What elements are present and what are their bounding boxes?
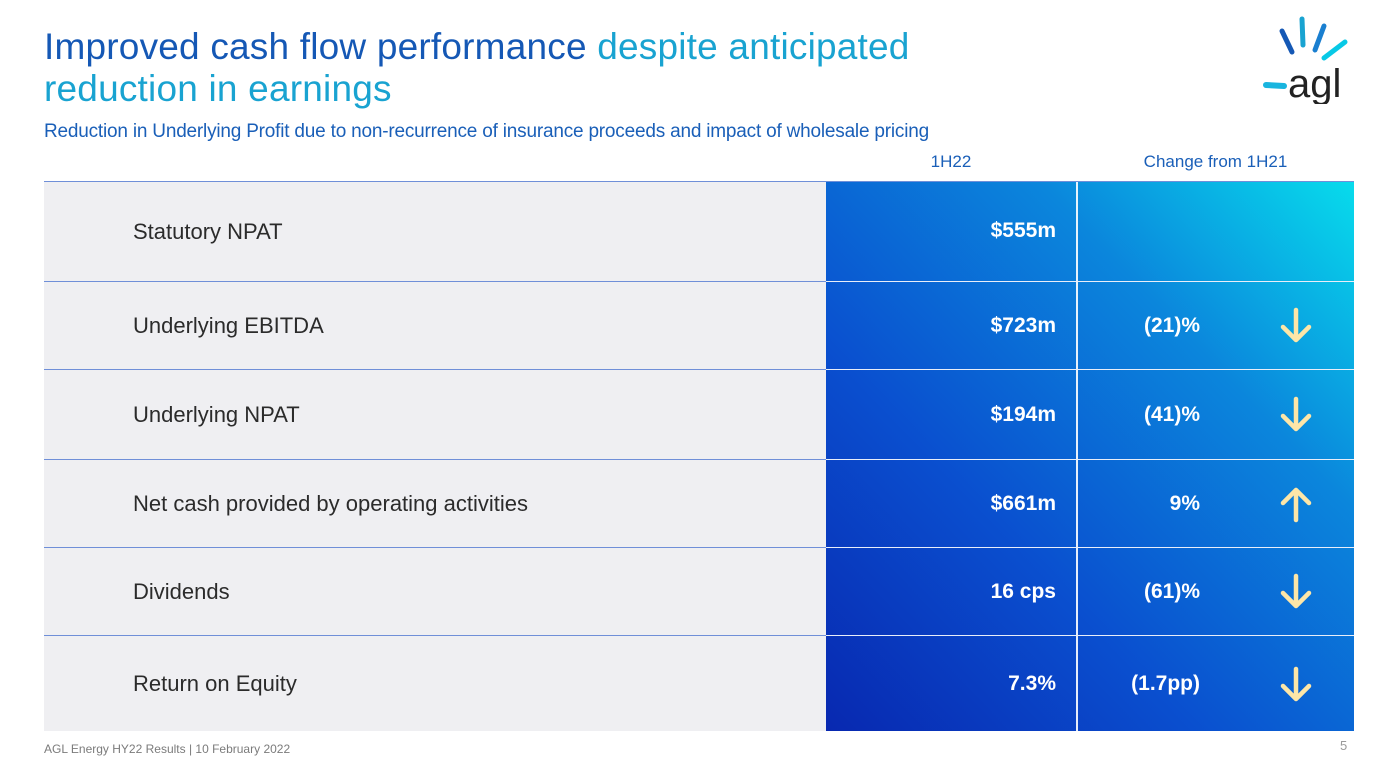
row-divider [44, 547, 1354, 548]
arrow-up-icon [1280, 487, 1312, 523]
column-header-1h22: 1H22 [930, 152, 972, 171]
row-label: Statutory NPAT [133, 219, 283, 244]
table-value-pane [826, 181, 1354, 731]
table-row: Underlying NPAT $194m (41)% [44, 369, 1354, 459]
arrow-down-icon [1280, 307, 1312, 343]
row-change: (41)% [1143, 403, 1200, 426]
arrow-down-icon [1280, 666, 1312, 702]
title-part-dark: Improved cash flow performance [44, 26, 587, 67]
agl-logo-icon: agl [1263, 16, 1348, 106]
arrow-down-icon [1280, 396, 1312, 432]
row-value: $194m [990, 403, 1056, 426]
footer-text: AGL Energy HY22 Results | 10 February 20… [44, 742, 291, 756]
row-divider [44, 459, 1354, 460]
row-value: 7.3% [1008, 672, 1056, 695]
table-row: Statutory NPAT $555m [44, 181, 1354, 281]
column-header-change: Change from 1H21 [1143, 152, 1288, 171]
table-row: Return on Equity 7.3% (1.7pp) [44, 635, 1354, 731]
table-label-pane [44, 181, 826, 731]
table-row: Dividends 16 cps (61)% [44, 547, 1354, 635]
page-number: 5 [1340, 738, 1348, 753]
results-table: Statutory NPAT $555m Underlying EBITDA $… [44, 181, 1354, 731]
row-change: (61)% [1143, 580, 1200, 603]
row-value: 16 cps [990, 580, 1056, 603]
column-divider [1076, 181, 1078, 731]
row-value: $661m [990, 492, 1056, 515]
title-part-light: despite anticipated reduction in earning… [44, 26, 910, 109]
row-divider [44, 369, 1354, 370]
row-divider [44, 281, 1354, 282]
row-value: $723m [990, 314, 1056, 337]
table-row: Underlying EBITDA $723m (21)% [44, 281, 1354, 369]
row-label: Underlying EBITDA [133, 313, 324, 338]
page-title: Improved cash flow performance despite a… [44, 26, 1044, 110]
row-change: 9% [1169, 492, 1200, 515]
row-label: Underlying NPAT [133, 402, 300, 427]
row-divider [44, 181, 1354, 182]
row-label: Return on Equity [133, 671, 297, 696]
page-subtitle: Reduction in Underlying Profit due to no… [44, 121, 929, 142]
logo-text: agl [1288, 62, 1341, 104]
agl-logo: agl [1256, 14, 1356, 106]
row-value: $555m [990, 219, 1056, 242]
table-row: Net cash provided by operating activitie… [44, 459, 1354, 547]
row-label: Dividends [133, 579, 230, 604]
row-label: Net cash provided by operating activitie… [133, 491, 528, 516]
row-divider [44, 635, 1354, 636]
row-change: (1.7pp) [1131, 672, 1200, 695]
row-change: (21)% [1143, 314, 1200, 337]
arrow-down-icon [1280, 573, 1312, 609]
